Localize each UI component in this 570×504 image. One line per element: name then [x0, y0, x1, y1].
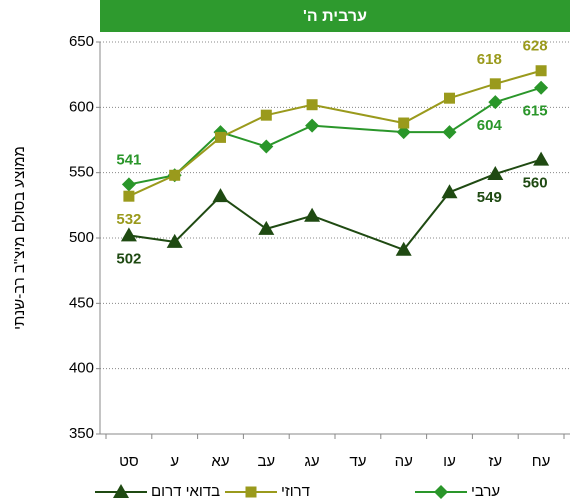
data-label: 604 — [477, 117, 503, 134]
legend-label: בדואי דרום — [151, 483, 220, 500]
data-label: 502 — [116, 250, 141, 267]
x-tick-label: עא — [211, 453, 229, 470]
x-tick-label: עב — [257, 453, 275, 470]
x-tick-label: עז — [489, 453, 503, 470]
point — [487, 165, 504, 180]
data-label: 532 — [116, 211, 141, 228]
data-label: 560 — [523, 175, 548, 192]
legend-label: ערבי — [471, 483, 500, 500]
data-label: 541 — [116, 151, 141, 168]
data-label: 618 — [477, 51, 502, 68]
x-tick-label: עה — [395, 453, 413, 470]
x-tick-label: סט — [119, 453, 139, 470]
x-tick-label: עח — [532, 453, 551, 470]
point — [398, 117, 410, 129]
point — [259, 139, 274, 154]
x-tick-label: ע — [170, 453, 179, 470]
point — [166, 233, 183, 248]
point — [444, 92, 455, 104]
point — [533, 151, 550, 166]
point — [212, 188, 229, 203]
chart-title: ערבית ה' — [303, 8, 367, 25]
x-tick-label: עד — [349, 453, 366, 470]
data-label: 615 — [523, 103, 548, 120]
title-band — [100, 0, 570, 32]
point — [488, 95, 503, 110]
y-tick-label: 400 — [69, 360, 94, 377]
point — [306, 99, 318, 111]
legend-marker — [434, 485, 448, 499]
y-tick-label: 450 — [69, 294, 94, 311]
point — [260, 109, 272, 121]
point — [396, 125, 411, 140]
point — [489, 78, 501, 90]
point — [441, 184, 458, 199]
point — [304, 207, 321, 222]
y-tick-label: 600 — [69, 98, 94, 115]
legend-marker — [113, 484, 129, 498]
point — [305, 118, 320, 133]
point — [535, 65, 547, 77]
y-tick-label: 550 — [69, 164, 94, 181]
x-tick-label: עג — [305, 453, 320, 470]
point — [121, 177, 136, 192]
legend-label: דרוזי — [281, 483, 310, 500]
point — [395, 241, 412, 256]
x-tick-label: עו — [443, 453, 456, 470]
y-tick-label: 500 — [69, 229, 94, 246]
legend-marker — [245, 486, 257, 498]
data-label: 549 — [477, 189, 502, 206]
y-axis-label: ממוצע בסולם מיצ"ב רב-שנתי — [11, 146, 28, 330]
point — [258, 220, 275, 235]
point — [123, 190, 135, 202]
point — [215, 131, 226, 143]
point — [169, 169, 181, 181]
point — [534, 80, 549, 95]
series-line — [128, 86, 542, 186]
y-tick-label: 650 — [69, 33, 94, 50]
data-label: 628 — [523, 38, 548, 55]
point — [120, 227, 137, 242]
point — [442, 125, 457, 140]
y-tick-label: 350 — [69, 425, 94, 442]
